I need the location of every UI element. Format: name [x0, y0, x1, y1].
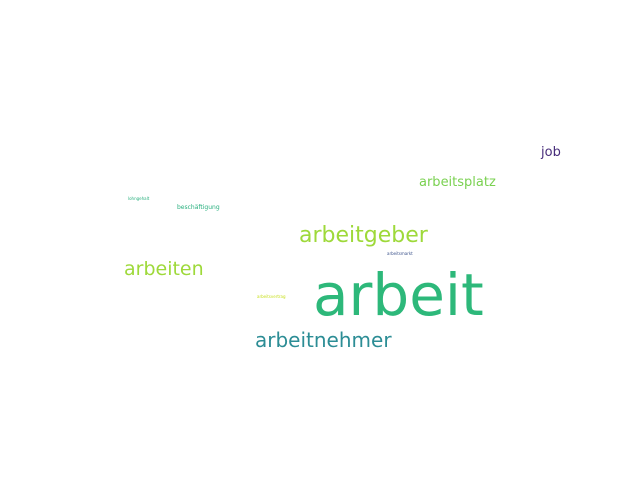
word-arbeitnehmer: arbeitnehmer [255, 328, 392, 352]
word-beschaeftigung: beschäftigung [177, 204, 220, 211]
word-arbeiten: arbeiten [124, 258, 204, 280]
word-arbeitsmarkt: arbeitsmarkt [387, 251, 413, 256]
word-arbeitgeber: arbeitgeber [299, 223, 428, 248]
word-arbeitsplatz: arbeitsplatz [419, 175, 496, 190]
word-arbeitsvertrag: arbeitsvertrag [257, 294, 286, 299]
word-job: job [541, 145, 561, 160]
word-arbeit: arbeit [313, 261, 484, 329]
word-gehalt: lohngehalt [128, 196, 150, 201]
